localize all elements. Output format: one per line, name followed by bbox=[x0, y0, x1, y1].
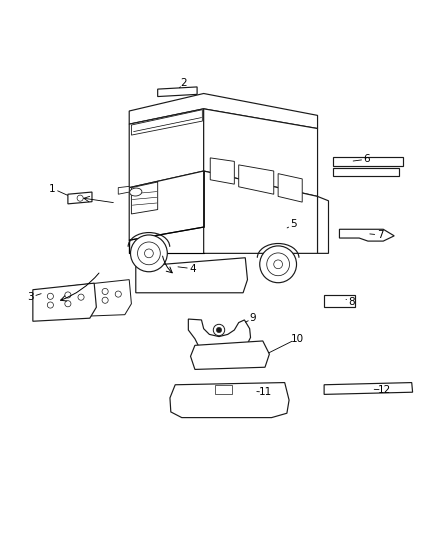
Circle shape bbox=[260, 246, 297, 282]
Circle shape bbox=[78, 294, 84, 300]
Text: 12: 12 bbox=[378, 385, 391, 395]
Circle shape bbox=[65, 301, 71, 307]
Text: 8: 8 bbox=[348, 297, 355, 308]
Text: 6: 6 bbox=[364, 154, 371, 164]
Text: 7: 7 bbox=[377, 230, 384, 240]
Text: 1: 1 bbox=[49, 183, 56, 193]
Circle shape bbox=[85, 290, 91, 296]
Polygon shape bbox=[204, 171, 318, 253]
Text: 4: 4 bbox=[189, 264, 196, 273]
Circle shape bbox=[267, 253, 290, 276]
Circle shape bbox=[65, 292, 71, 298]
Circle shape bbox=[216, 327, 222, 333]
Circle shape bbox=[274, 260, 283, 269]
Polygon shape bbox=[324, 295, 355, 307]
Polygon shape bbox=[215, 385, 232, 393]
Circle shape bbox=[145, 249, 153, 258]
Polygon shape bbox=[131, 110, 202, 135]
Polygon shape bbox=[33, 283, 96, 321]
Polygon shape bbox=[333, 168, 399, 176]
Circle shape bbox=[102, 288, 108, 295]
Circle shape bbox=[138, 242, 160, 265]
Polygon shape bbox=[272, 223, 315, 240]
Polygon shape bbox=[158, 87, 197, 96]
Polygon shape bbox=[68, 280, 131, 317]
Polygon shape bbox=[136, 258, 247, 293]
Polygon shape bbox=[129, 109, 204, 188]
Circle shape bbox=[115, 291, 121, 297]
Text: 9: 9 bbox=[250, 313, 257, 323]
Polygon shape bbox=[170, 383, 289, 418]
Circle shape bbox=[131, 235, 167, 272]
Text: 2: 2 bbox=[180, 77, 187, 87]
Polygon shape bbox=[118, 187, 129, 194]
Polygon shape bbox=[204, 109, 318, 197]
Circle shape bbox=[102, 297, 108, 303]
Polygon shape bbox=[278, 174, 302, 202]
Circle shape bbox=[47, 293, 53, 300]
Polygon shape bbox=[339, 229, 394, 241]
Polygon shape bbox=[188, 319, 251, 354]
Polygon shape bbox=[129, 93, 318, 128]
Polygon shape bbox=[68, 192, 92, 204]
Circle shape bbox=[47, 302, 53, 308]
Polygon shape bbox=[318, 197, 328, 253]
Circle shape bbox=[85, 298, 91, 304]
Text: 5: 5 bbox=[290, 220, 297, 229]
Ellipse shape bbox=[130, 188, 142, 196]
Polygon shape bbox=[131, 182, 158, 214]
Text: 10: 10 bbox=[290, 334, 304, 344]
Circle shape bbox=[77, 195, 83, 201]
Polygon shape bbox=[191, 341, 269, 369]
Polygon shape bbox=[210, 158, 234, 184]
Text: 11: 11 bbox=[258, 387, 272, 397]
Circle shape bbox=[213, 324, 225, 336]
Polygon shape bbox=[129, 171, 204, 240]
Polygon shape bbox=[324, 383, 413, 394]
Polygon shape bbox=[239, 165, 274, 194]
Text: 3: 3 bbox=[27, 292, 34, 302]
Polygon shape bbox=[333, 157, 403, 166]
